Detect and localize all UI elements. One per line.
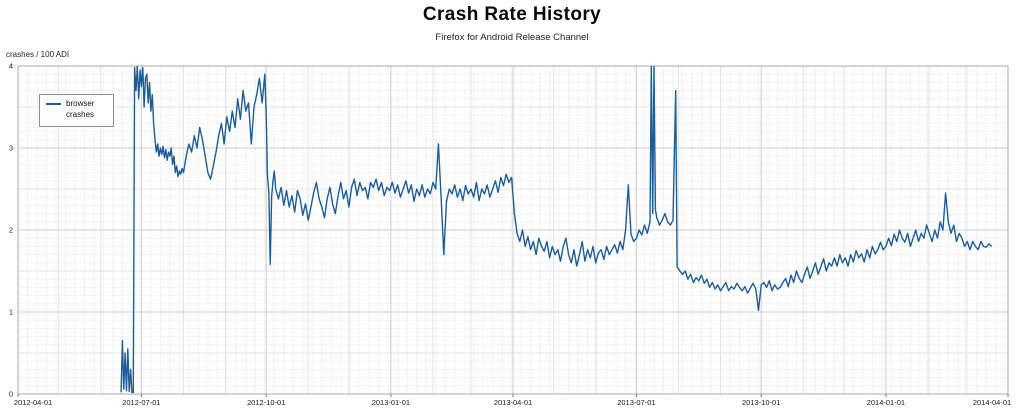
svg-text:2013-10-01: 2013-10-01: [742, 398, 780, 407]
y-axis-labels: 0 1 2 3 4: [9, 62, 13, 399]
svg-text:2012-07-01: 2012-07-01: [122, 398, 160, 407]
svg-text:2013-04-01: 2013-04-01: [494, 398, 532, 407]
chart-subtitle: Firefox for Android Release Channel: [435, 32, 589, 43]
svg-text:4: 4: [9, 62, 13, 71]
chart-title: Crash Rate History: [422, 4, 602, 25]
legend: browser crashes: [39, 94, 114, 127]
svg-text:2013-01-01: 2013-01-01: [372, 398, 410, 407]
legend-label: browser crashes: [66, 99, 95, 119]
svg-text:2014-01-01: 2014-01-01: [867, 398, 905, 407]
svg-text:3: 3: [9, 144, 13, 153]
series-line-browser-crashes: [120, 66, 993, 394]
x-axis-labels: 2012-04-01 2012-07-01 2012-10-01 2013-01-01…: [14, 394, 1011, 407]
svg-text:2012-10-01: 2012-10-01: [247, 398, 285, 407]
legend-line-sample: [46, 103, 61, 105]
svg-text:0: 0: [9, 390, 13, 399]
svg-text:1: 1: [9, 308, 13, 317]
svg-text:2014-04-01: 2014-04-01: [973, 398, 1011, 407]
svg-text:2012-04-01: 2012-04-01: [14, 398, 52, 407]
y-axis-unit-label: crashes / 100 ADI: [6, 50, 70, 59]
svg-text:2: 2: [9, 226, 13, 235]
svg-text:2013-07-01: 2013-07-01: [617, 398, 655, 407]
